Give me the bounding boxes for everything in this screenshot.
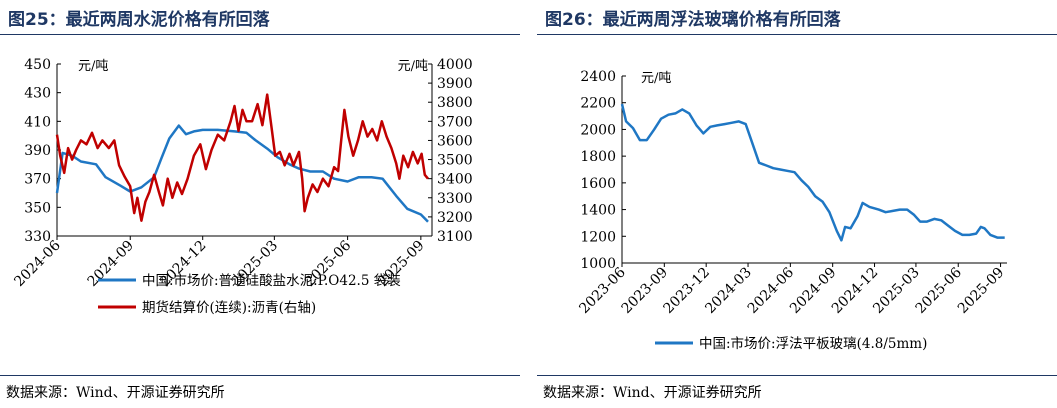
y-tick-label-right: 3100 <box>437 229 473 245</box>
y-tick-label-right: 3500 <box>437 153 473 169</box>
series-line-1 <box>55 124 429 223</box>
y-tick-label-right: 4000 <box>437 57 473 73</box>
divider-bottom <box>537 375 1057 376</box>
y-axis-unit-left: 元/吨 <box>78 59 108 74</box>
series-line-2 <box>55 93 429 222</box>
y-tick-label-right: 3300 <box>437 191 473 207</box>
data-source: 数据来源：Wind、开源证券研究所 <box>6 385 225 401</box>
divider-bottom <box>0 375 520 376</box>
chart-title: 图26：最近两周浮法玻璃价格有所回落 <box>545 10 841 30</box>
y-tick-label-right: 3900 <box>437 76 473 92</box>
y-tick-label-left: 1400 <box>580 203 616 219</box>
y-tick-label-left: 350 <box>24 200 51 216</box>
y-tick-label-left: 2400 <box>580 69 616 85</box>
chart-title: 图25：最近两周水泥价格有所回落 <box>8 10 270 30</box>
y-tick-label-left: 410 <box>24 114 51 130</box>
y-axis-unit-right: 元/吨 <box>398 59 428 74</box>
series-line-1 <box>620 103 1005 242</box>
cement-asphalt-chart: 330 350 370 390 410 430 450 元/吨 3100 3200 3300 3400… <box>11 57 472 316</box>
y-tick-label-left: 1000 <box>580 256 616 272</box>
plot-area: 330 350 370 390 410 430 450 元/吨 3100 3200 3300 3400… <box>11 57 472 316</box>
chart-panel-cement: 图25：最近两周水泥价格有所回落 330 350 370 390 410 430 450 元/… <box>0 0 520 408</box>
y-tick-label-left: 370 <box>24 172 51 188</box>
x-tick-label: 2024-09 <box>85 238 137 290</box>
y-axis-unit-left: 元/吨 <box>641 71 671 86</box>
chart-panel-glass: 图26：最近两周浮法玻璃价格有所回落 1000 1200 1400 1600 1800 2… <box>537 0 1057 408</box>
y-tick-label-left: 2000 <box>580 122 616 138</box>
y-tick-label-left: 430 <box>24 86 51 102</box>
y-tick-label-left: 1200 <box>580 229 616 245</box>
x-tick-label: 2025-09 <box>955 265 1007 317</box>
y-tick-label-left: 2200 <box>580 96 616 112</box>
y-tick-label-left: 1800 <box>580 149 616 165</box>
y-tick-label-left: 1600 <box>580 176 616 192</box>
y-tick-label-right: 3600 <box>437 133 473 149</box>
y-tick-label-left: 330 <box>24 229 51 245</box>
data-source: 数据来源：Wind、开源证券研究所 <box>543 385 762 401</box>
divider-top <box>537 34 1057 35</box>
divider-top <box>0 34 520 35</box>
y-tick-label-right: 3200 <box>437 210 473 226</box>
y-tick-label-left: 390 <box>24 143 51 159</box>
legend-label: 中国:市场价:浮法平板玻璃(4.8/5mm) <box>699 335 927 352</box>
legend-label: 期货结算价(连续):沥青(右轴) <box>142 299 316 316</box>
y-tick-label-right: 3400 <box>437 172 473 188</box>
y-tick-label-right: 3800 <box>437 95 473 111</box>
x-tick-label: 2024-06 <box>11 237 64 290</box>
y-tick-label-right: 3700 <box>437 114 473 130</box>
y-tick-label-left: 450 <box>24 57 51 73</box>
legend-label: 中国:市场价:普通硅酸盐水泥:P.O42.5 袋装 <box>142 272 401 289</box>
